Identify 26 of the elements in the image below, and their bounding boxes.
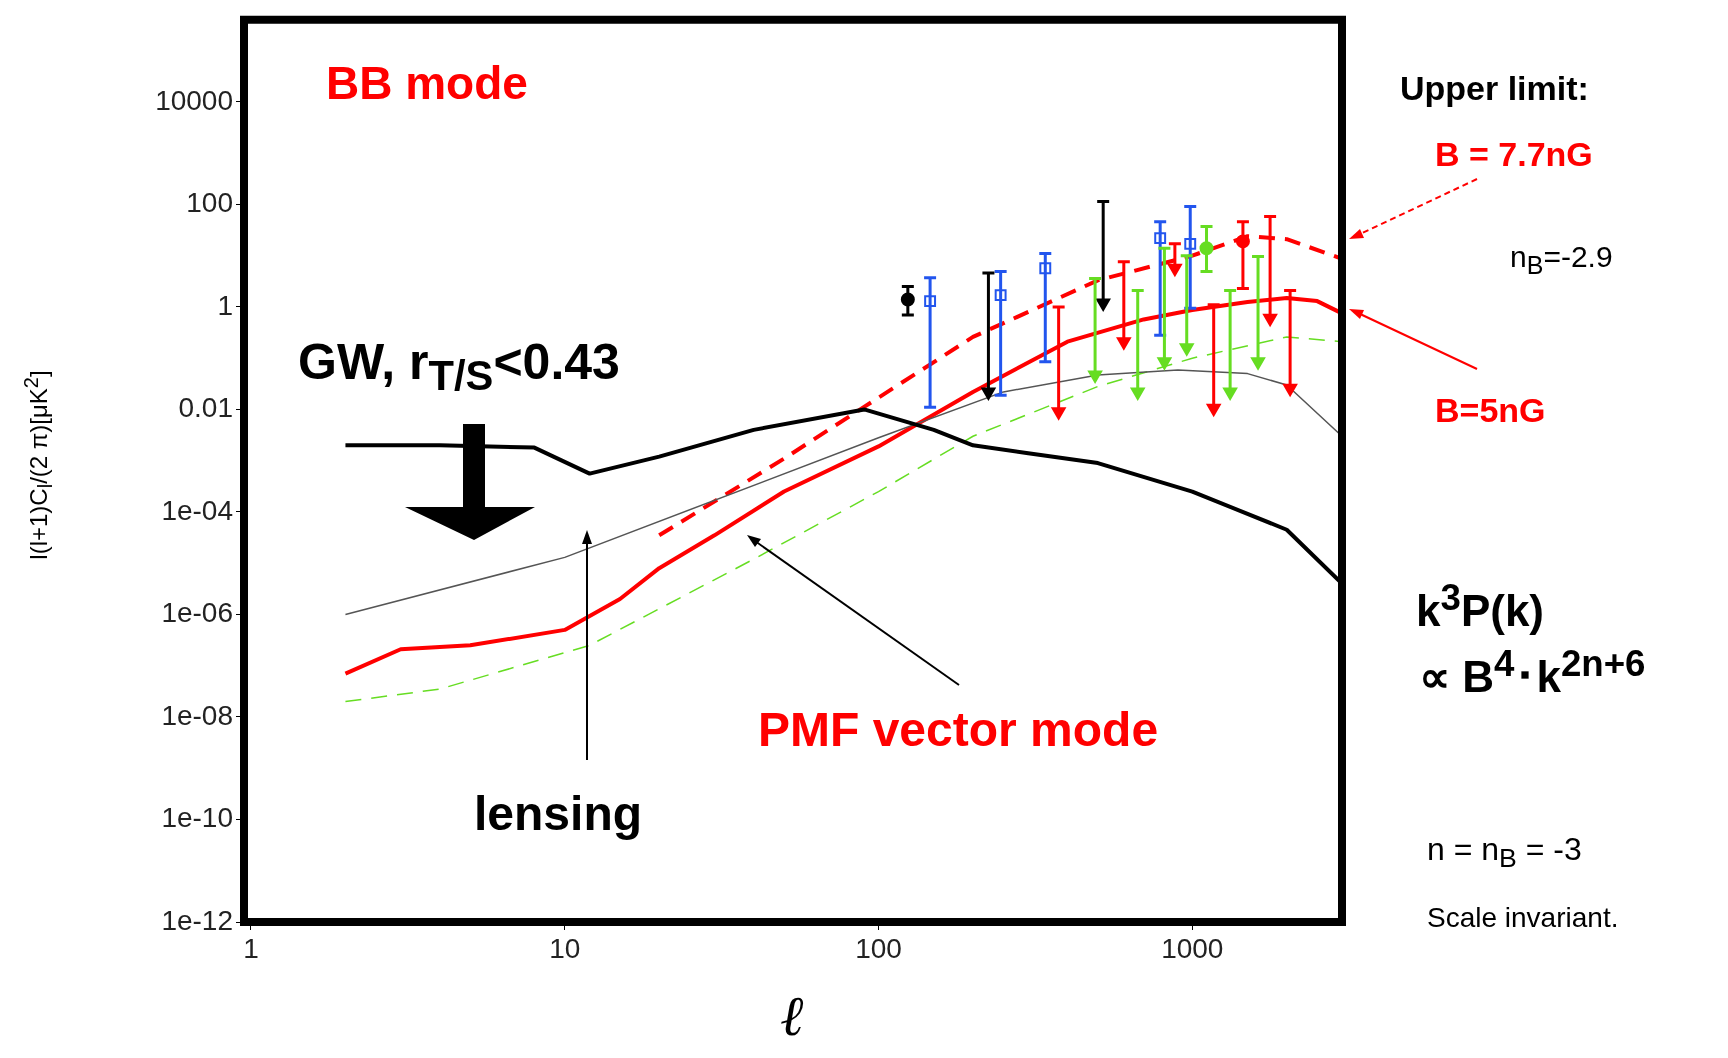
text: k$^{3}$P(k) [1416,577,1544,636]
annotation: GW, r$_{T/S}$<0.43 [298,334,620,399]
x-tick-label: 100 [855,932,902,964]
x-tick-label: 10 [549,932,581,964]
y-tick-label: 1e-04 [161,494,233,526]
text: B=5nG [1435,391,1546,430]
text: ∝ B$^{4}$･k$^{2n+6}$ [1419,643,1646,702]
annotation: lensing [474,787,643,841]
text: n$_{B}$=-2.9 [1510,240,1613,280]
annotation: PMF vector mode [758,703,1159,757]
x-tick-label: 1000 [1161,932,1224,964]
text: B = 7.7nG [1435,135,1593,174]
y-tick-label: 1 [217,289,233,321]
y-tick-label: 1e-08 [161,699,233,731]
text: n = n$_{B}$ = -3 [1427,831,1582,874]
y-tick-label: 0.01 [178,392,233,424]
y-tick-label: 10000 [155,84,233,116]
y-tick-label: 100 [186,187,233,219]
y-tick-label: 1e-12 [161,904,233,936]
annotation: BB mode [326,57,528,109]
x-tick-label: 1 [243,932,259,964]
y-tick-label: 1e-10 [161,802,233,834]
text: Scale invariant. [1427,902,1619,934]
x-axis-title: ℓ [781,981,805,1048]
y-tick-label: 1e-06 [161,597,233,629]
text: Upper limit: [1400,69,1589,108]
